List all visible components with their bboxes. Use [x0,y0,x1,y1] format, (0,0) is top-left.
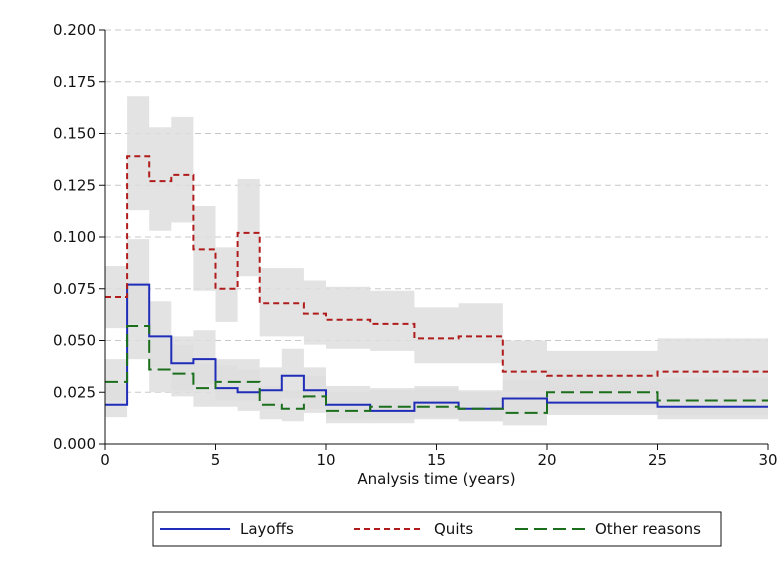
y-tick-label: 0.050 [53,332,96,350]
x-tick-label: 0 [100,451,110,469]
x-tick-label: 25 [648,451,667,469]
y-tick-label: 0.075 [53,280,96,298]
confidence-band-quits [105,96,768,395]
y-tick-label: 0.000 [53,435,96,453]
x-tick-label: 10 [316,451,335,469]
y-tick-label: 0.200 [53,21,96,39]
x-axis-title: Analysis time (years) [357,470,515,488]
legend-box [152,511,722,547]
y-tick-label: 0.125 [53,176,96,194]
series-lines [105,155,768,414]
series-line-layoffs [105,283,768,412]
y-tick-label: 0.150 [53,125,96,143]
x-tick-label: 30 [758,451,777,469]
legend-label-other-reasons: Other reasons [595,520,701,538]
series-line-other-reasons [105,325,768,414]
legend-label-layoffs: Layoffs [240,520,294,538]
legend: Layoffs Quits Other reasons [152,511,722,547]
axes [99,29,769,450]
series-line-quits [105,155,768,377]
y-tick-label: 0.025 [53,383,96,401]
tick-labels: 0.000 0.025 0.050 0.075 0.100 0.125 0.150 0.175… [53,21,778,469]
x-tick-label: 20 [537,451,556,469]
x-tick-label: 5 [211,451,221,469]
y-tick-label: 0.100 [53,228,96,246]
y-tick-label: 0.175 [53,73,96,91]
legend-label-quits: Quits [434,520,473,538]
x-tick-label: 15 [427,451,446,469]
confidence-band-layoffs [105,239,768,424]
